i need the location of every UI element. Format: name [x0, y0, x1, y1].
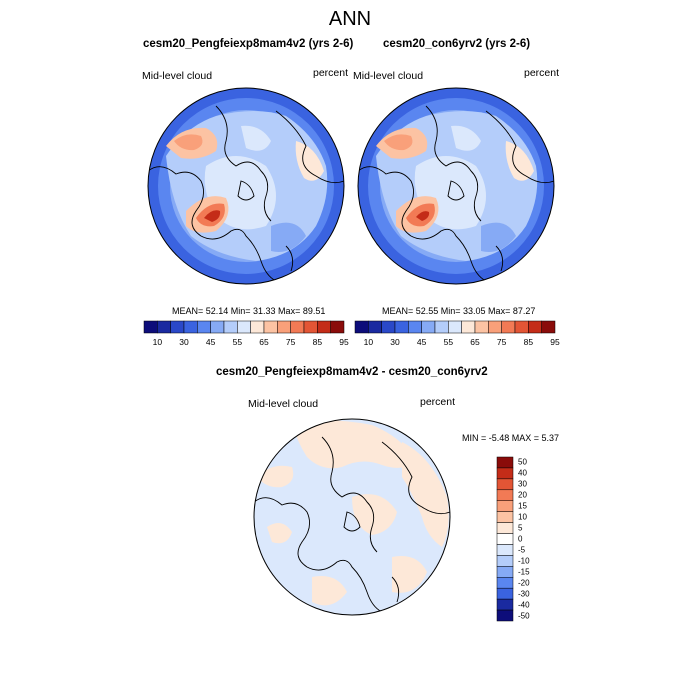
- panel-1-stats: MEAN= 52.14 Min= 31.33 Max= 89.51: [172, 306, 326, 316]
- colorbar-swatch: [496, 533, 514, 545]
- panel-1-right-label: percent: [313, 67, 349, 79]
- colorbar-label: 40: [518, 468, 527, 478]
- colorbar-tick-label: 85: [312, 337, 323, 347]
- panel-1-colorbar: [143, 320, 345, 334]
- colorbar-swatch: [496, 456, 514, 469]
- colorbar-swatch: [496, 544, 514, 556]
- colorbar-label: -15: [518, 567, 530, 577]
- colorbar-tick-label: 75: [496, 337, 507, 347]
- colorbar-swatch: [183, 320, 198, 334]
- colorbar-swatch: [496, 511, 514, 523]
- colorbar-label: -10: [518, 556, 530, 566]
- colorbar-swatch: [496, 598, 514, 611]
- panel-1-title: cesm20_Pengfeiexp8mam4v2 (yrs 2-6): [143, 38, 354, 50]
- difference-title: cesm20_Pengfeiexp8mam4v2 - cesm20_con6yr…: [216, 366, 488, 378]
- colorbar-swatch: [170, 320, 185, 334]
- colorbar-label: -20: [518, 578, 530, 588]
- colorbar-swatch: [496, 478, 514, 491]
- colorbar-tick-label: 65: [259, 337, 269, 347]
- colorbar-swatch: [496, 489, 514, 501]
- colorbar-label: -40: [518, 600, 530, 610]
- colorbar-label: -30: [518, 589, 530, 599]
- colorbar-swatch: [496, 566, 514, 578]
- colorbar-swatch: [223, 320, 238, 334]
- colorbar-swatch: [290, 320, 305, 334]
- colorbar-swatch: [303, 320, 318, 334]
- colorbar-swatch: [496, 609, 514, 622]
- colorbar-tick-label: 10: [363, 337, 374, 347]
- panel-2-right-label: percent: [524, 67, 560, 79]
- colorbar-swatch: [197, 320, 211, 334]
- colorbar-swatch: [263, 320, 278, 334]
- colorbar-swatch: [143, 320, 158, 334]
- colorbar-tick-label: 95: [339, 337, 349, 347]
- panel-1-polar-map: [147, 87, 345, 285]
- colorbar-swatch: [408, 320, 422, 334]
- colorbar-tick-label: 75: [285, 337, 296, 347]
- colorbar-label: -50: [518, 611, 530, 621]
- colorbar-tick-label: 30: [179, 337, 189, 347]
- colorbar-tick-label: 55: [443, 337, 454, 347]
- colorbar-swatch: [496, 587, 514, 600]
- colorbar-label: -5: [518, 545, 526, 555]
- colorbar-swatch: [157, 320, 171, 334]
- colorbar-swatch: [496, 522, 514, 534]
- colorbar-label: 10: [518, 512, 527, 522]
- colorbar-swatch: [528, 320, 542, 334]
- difference-polar-map: [253, 418, 451, 616]
- colorbar-swatch: [421, 320, 436, 334]
- colorbar-swatch: [237, 320, 251, 334]
- colorbar-label: 20: [518, 490, 527, 500]
- panel-2-colorbar-ticks: 10 30 45 55 65 75 85 95: [354, 337, 560, 349]
- colorbar-swatch: [210, 320, 225, 334]
- colorbar-swatch: [474, 320, 489, 334]
- colorbar-swatch: [354, 320, 369, 334]
- colorbar-swatch: [496, 577, 514, 589]
- colorbar-swatch: [496, 500, 514, 512]
- colorbar-label: 5: [518, 523, 523, 533]
- difference-left-label: Mid-level cloud: [248, 398, 319, 410]
- colorbar-swatch: [496, 555, 514, 567]
- colorbar-tick-label: 30: [390, 337, 400, 347]
- colorbar-swatch: [394, 320, 409, 334]
- difference-stats: MIN = -5.48 MAX = 5.37: [462, 433, 560, 443]
- colorbar-swatch: [461, 320, 476, 334]
- panel-2-colorbar: [354, 320, 556, 334]
- colorbar-tick-label: 65: [470, 337, 480, 347]
- colorbar-tick-label: 45: [205, 337, 216, 347]
- colorbar-swatch: [448, 320, 462, 334]
- colorbar-swatch: [277, 320, 291, 334]
- panel-2-title: cesm20_con6yrv2 (yrs 2-6): [383, 38, 531, 50]
- colorbar-tick-label: 95: [550, 337, 560, 347]
- panel-2-polar-map: [357, 87, 555, 285]
- panel-1-colorbar-ticks: 10 30 45 55 65 75 85 95: [143, 337, 349, 349]
- panel-2-stats: MEAN= 52.55 Min= 33.05 Max= 87.27: [382, 306, 536, 316]
- colorbar-swatch: [330, 320, 345, 334]
- colorbar-tick-label: 85: [523, 337, 534, 347]
- panel-2-left-label: Mid-level cloud: [353, 70, 424, 82]
- colorbar-swatch: [496, 467, 514, 480]
- colorbar-tick-label: 55: [232, 337, 243, 347]
- colorbar-swatch: [381, 320, 396, 334]
- colorbar-swatch: [488, 320, 502, 334]
- colorbar-label: 0: [518, 534, 523, 544]
- colorbar-tick-label: 45: [416, 337, 427, 347]
- colorbar-swatch: [434, 320, 449, 334]
- colorbar-swatch: [317, 320, 331, 334]
- panel-1-left-label: Mid-level cloud: [142, 70, 213, 82]
- colorbar-swatch: [368, 320, 382, 334]
- difference-colorbar-labels: 50 40 30 20 15 10 5 0 -5 -10 -15 -20 -30 -40 -50: [518, 456, 548, 622]
- colorbar-swatch: [250, 320, 265, 334]
- colorbar-label: 15: [518, 501, 527, 511]
- colorbar-swatch: [541, 320, 556, 334]
- main-title: ANN: [328, 8, 372, 30]
- colorbar-tick-label: 10: [152, 337, 163, 347]
- difference-colorbar: [496, 456, 514, 622]
- colorbar-swatch: [514, 320, 529, 334]
- difference-right-label: percent: [420, 396, 456, 408]
- colorbar-label: 30: [518, 479, 527, 489]
- colorbar-label: 50: [518, 457, 527, 467]
- colorbar-swatch: [501, 320, 516, 334]
